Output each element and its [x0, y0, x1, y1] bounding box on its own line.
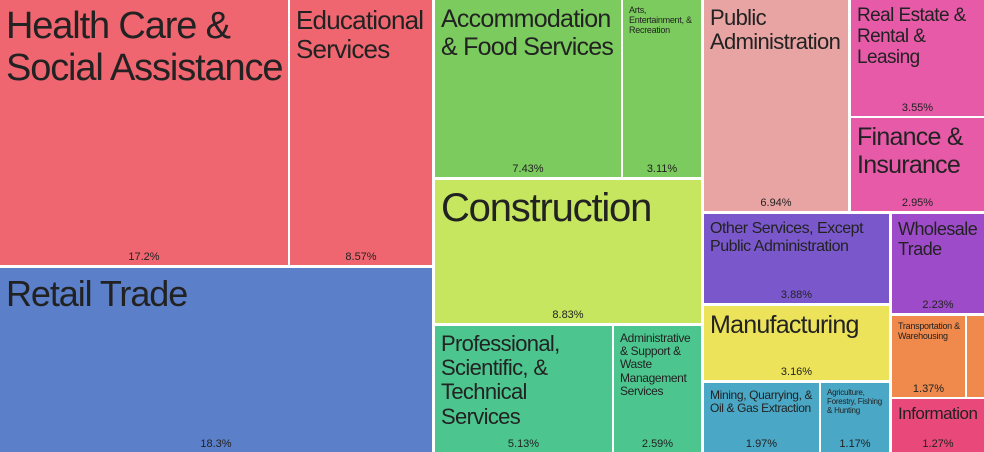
tile: Educational Services 8.57%	[290, 0, 432, 265]
tile-label: Finance & Insurance	[857, 123, 964, 179]
tile: Administrative & Support & Waste Managem…	[614, 326, 701, 452]
tile-label: Transportation & Warehousing	[898, 321, 960, 341]
tile: Information 1.27%	[892, 399, 984, 452]
value-label: 3.55%	[901, 102, 934, 114]
tile-label: Manufacturing	[710, 311, 859, 339]
value-label: 8.83%	[552, 309, 584, 321]
tile: Arts, Entertainment, & Recreation 3.11%	[623, 0, 701, 177]
tile-label: Other Services, Except Public Administra…	[710, 220, 864, 255]
value-label: 1.97%	[745, 438, 778, 450]
value-label: 18.3%	[200, 438, 232, 450]
tile-label: Wholesale Trade	[898, 219, 978, 259]
tile: Retail Trade 18.3%	[0, 268, 432, 452]
tile: Finance & Insurance 2.95%	[851, 118, 984, 211]
value-label: 1.17%	[839, 438, 871, 450]
tile-label: Retail Trade	[6, 273, 188, 314]
tile-label: Agriculture, Forestry, Fishing & Hunting	[827, 388, 882, 415]
value-label: 3.11%	[646, 163, 678, 175]
value-label: 1.27%	[922, 438, 954, 450]
tile: Wholesale Trade 2.23%	[892, 214, 984, 313]
tile: Mining, Quarrying, & Oil & Gas Extractio…	[704, 383, 819, 452]
tile-label: Public Administration	[710, 5, 841, 55]
tile-label: Mining, Quarrying, & Oil & Gas Extractio…	[710, 388, 813, 416]
value-label: 8.57%	[345, 251, 377, 263]
value-label: 1.37%	[912, 383, 945, 395]
tile-label: Health Care & Social Assistance	[6, 5, 283, 89]
value-label: 3.16%	[780, 366, 813, 378]
tile-label: Arts, Entertainment, & Recreation	[629, 5, 692, 35]
value-label: 6.94%	[760, 197, 792, 209]
tile: Agriculture, Forestry, Fishing & Hunting…	[821, 383, 889, 452]
tile: Professional, Scientific, & Technical Se…	[435, 326, 612, 452]
tile: Real Estate & Rental & Leasing 3.55%	[851, 0, 984, 116]
value-label: 2.59%	[641, 438, 674, 450]
value-label: 2.95%	[901, 197, 934, 209]
tile: Manufacturing 3.16%	[704, 306, 889, 380]
tile-label: Construction	[441, 186, 652, 230]
tile-label: Accommodation & Food Services	[441, 5, 614, 61]
tile-label: Professional, Scientific, & Technical Se…	[441, 331, 560, 429]
value-label: 17.2%	[128, 251, 160, 263]
tile: Construction 8.83%	[435, 180, 701, 323]
tile: Public Administration 6.94%	[704, 0, 848, 211]
value-label: 5.13%	[507, 438, 540, 450]
value-label: 2.23%	[922, 299, 954, 311]
tile-label: Information	[898, 404, 978, 423]
value-label: 7.43%	[512, 163, 544, 175]
tile: Transportation & Warehousing 1.37%	[892, 316, 965, 397]
tile: Other Services, Except Public Administra…	[704, 214, 889, 303]
tile: Accommodation & Food Services 7.43%	[435, 0, 621, 177]
tile: Health Care & Social Assistance 17.2%	[0, 0, 288, 265]
value-label: 3.88%	[780, 289, 813, 301]
tile	[967, 316, 984, 397]
tile-label: Educational Services	[296, 5, 424, 64]
tile-label: Administrative & Support & Waste Managem…	[620, 331, 691, 398]
tile-label: Real Estate & Rental & Leasing	[857, 5, 966, 68]
